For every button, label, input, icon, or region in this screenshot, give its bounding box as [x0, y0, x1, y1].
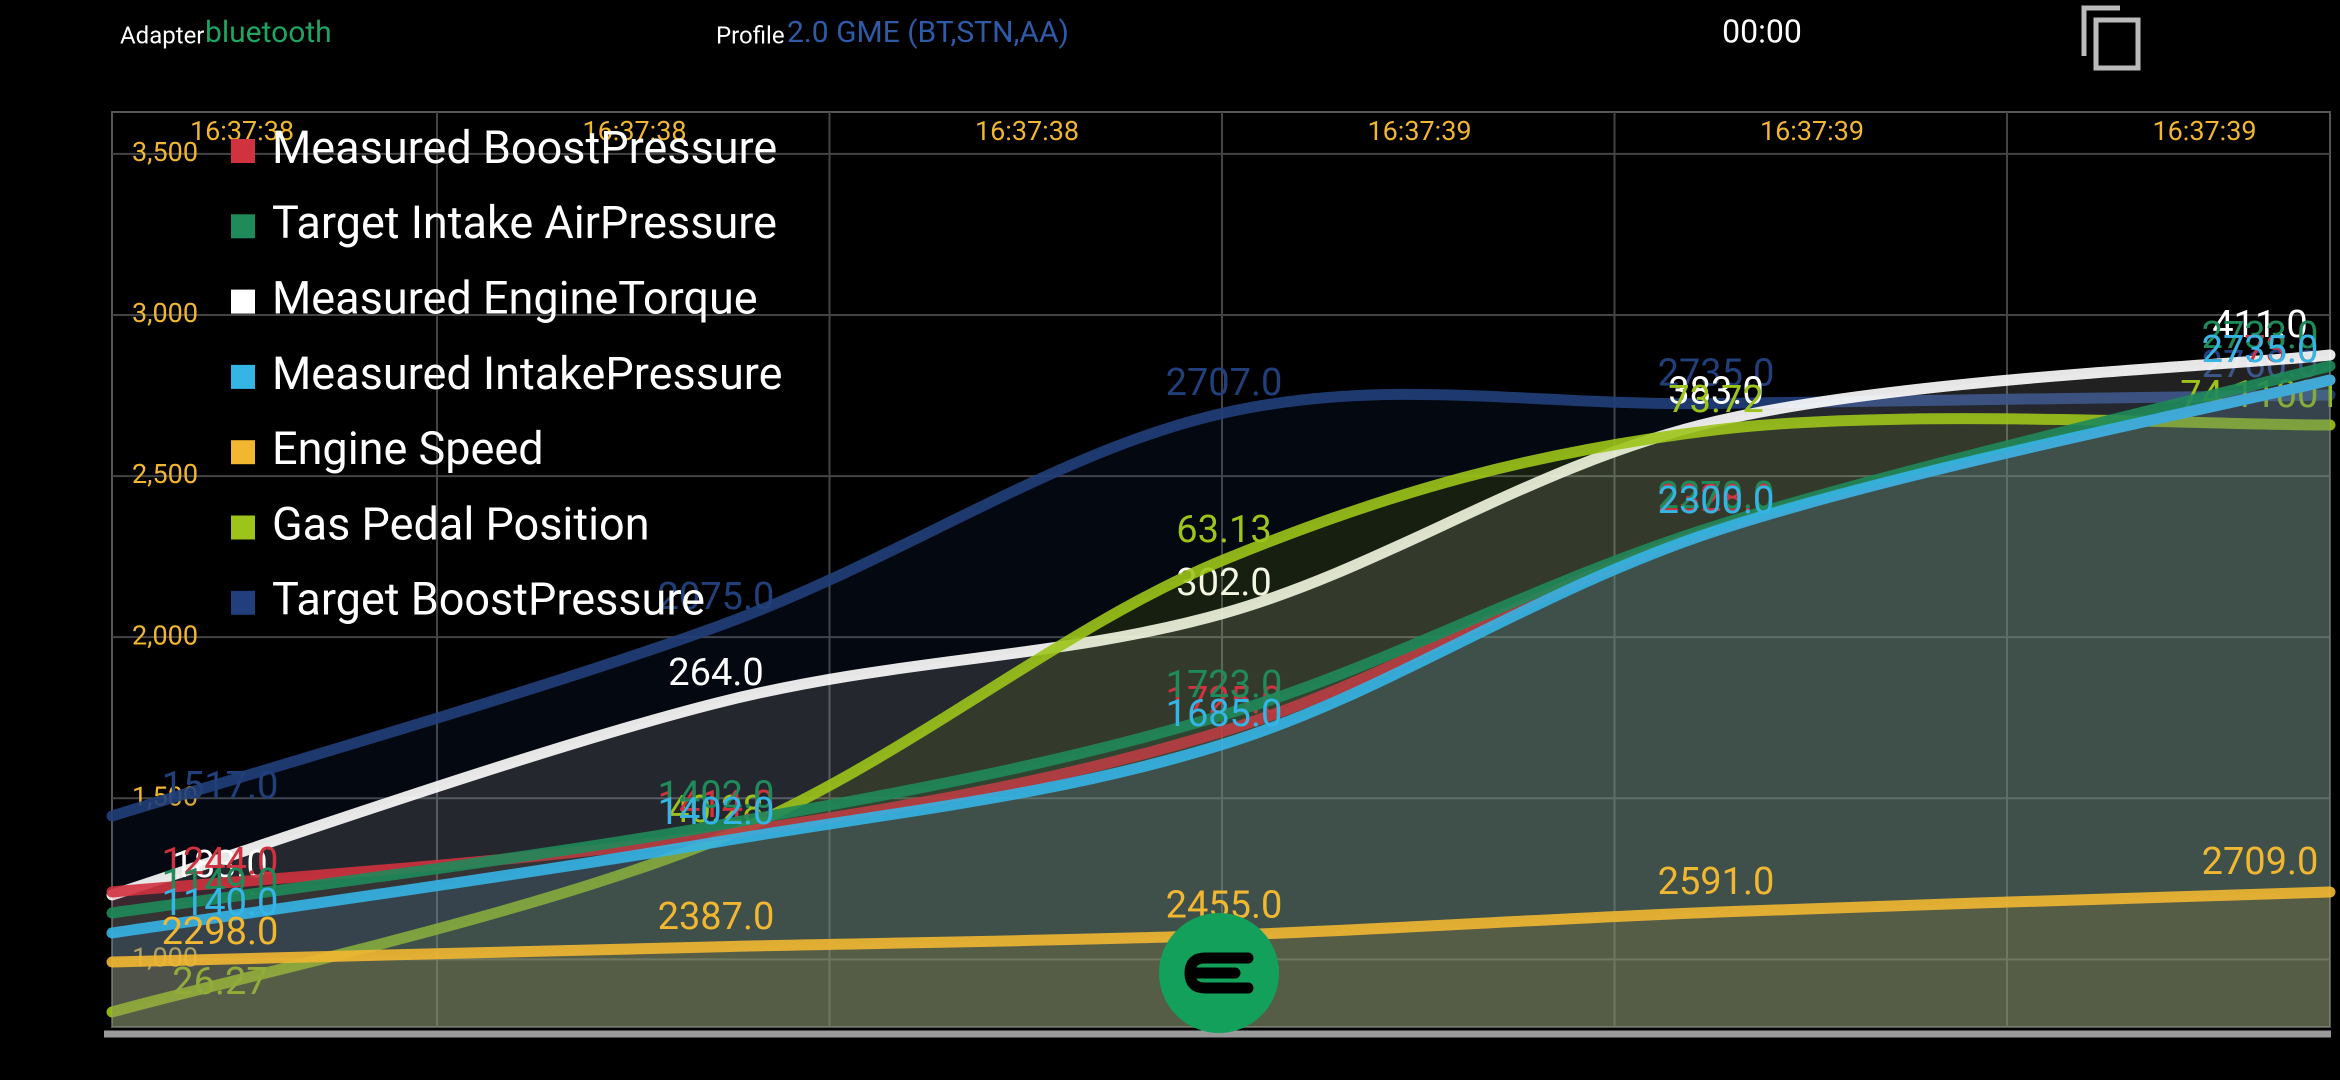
data-label: 1140.0 — [162, 881, 279, 925]
adapter-value[interactable]: bluetooth — [205, 15, 332, 50]
legend-swatch — [231, 515, 255, 540]
x-tick-label: 16:37:38 — [582, 115, 686, 147]
data-label: 2773.0 — [2202, 328, 2319, 372]
legend-label: Measured IntakePressure — [272, 347, 782, 400]
data-label: 411.0 — [2212, 303, 2307, 347]
series-line — [106, 374, 2336, 939]
data-label: 1244.0 — [162, 840, 279, 884]
data-label: 1402.0 — [658, 790, 775, 834]
series-line — [106, 413, 2336, 1018]
data-label: 2591.0 — [1658, 860, 1775, 904]
data-label: 2707.0 — [1166, 361, 1283, 405]
adapter-label: Adapter — [120, 21, 204, 49]
fab-button[interactable] — [1159, 913, 1279, 1033]
data-label: 2709.0 — [2202, 840, 2319, 884]
data-label: 1402.0 — [658, 774, 775, 818]
series-area — [112, 380, 2330, 1027]
data-label: 2735.0 — [1658, 351, 1775, 395]
series-area — [112, 380, 2330, 1027]
x-tick-label: 16:37:39 — [1760, 115, 1864, 147]
legend-label: Engine Speed — [272, 422, 544, 475]
data-label: 2075.0 — [658, 575, 775, 619]
data-label: 1517.0 — [162, 764, 279, 808]
data-label: 2270.0 — [1658, 474, 1775, 518]
data-label: 2387.0 — [658, 895, 775, 939]
copy-icon[interactable] — [2081, 5, 2141, 71]
x-tick-label: 16:37:39 — [2152, 115, 2256, 147]
data-label: 2300.0 — [1658, 479, 1775, 523]
series-line — [106, 349, 2336, 901]
y-tick-label: 3,500 — [132, 136, 198, 168]
series-line — [106, 360, 2336, 919]
data-label: 1723.0 — [1166, 663, 1283, 707]
legend-label: Target Intake AirPressure — [272, 196, 777, 249]
legend-swatch — [231, 214, 255, 239]
data-label: 383.0 — [1668, 369, 1763, 413]
profile-label: Profile — [716, 21, 785, 49]
data-label: 2298.0 — [162, 910, 279, 954]
legend-label: Target BoostPressure — [272, 573, 705, 626]
legend-label: Gas Pedal Position — [272, 497, 650, 550]
data-label: 63.13 — [1176, 508, 1271, 552]
series-area — [112, 366, 2330, 1027]
y-tick-label: 2,000 — [132, 619, 198, 651]
legend-swatch — [231, 364, 255, 389]
legend-swatch — [231, 139, 255, 163]
x-tick-label: 16:37:39 — [1367, 115, 1471, 147]
series-line — [106, 388, 2336, 822]
data-label: 1149.0 — [162, 861, 279, 905]
y-tick-label: 3,000 — [132, 297, 198, 329]
legend-swatch — [231, 289, 255, 314]
data-label: 264.0 — [668, 651, 763, 695]
timer: 00:00 — [1722, 12, 1802, 50]
series-area — [112, 418, 2330, 1027]
data-label: 73.72 — [1668, 378, 1763, 422]
legend-label: Measured BoostPressure — [272, 121, 777, 174]
data-label: 2735.0 — [2202, 328, 2319, 372]
legend-label: Measured EngineTorque — [272, 271, 758, 324]
plot: 16:37:38 16:37:38 16:37:38 16:37:39 16:37:39… — [106, 111, 2340, 1028]
data-label: 1685.0 — [1166, 692, 1283, 736]
data-label: 26.27 — [172, 960, 267, 1004]
legend-swatch — [231, 590, 255, 615]
data-label: 2733.0 — [2202, 314, 2319, 358]
profile-value[interactable]: 2.0 GME (BT,STN,AA) — [787, 15, 1069, 50]
x-tick-label: 16:37:38 — [975, 115, 1079, 147]
y-tick-label: 2,500 — [132, 458, 198, 490]
legend-swatch — [231, 440, 255, 465]
